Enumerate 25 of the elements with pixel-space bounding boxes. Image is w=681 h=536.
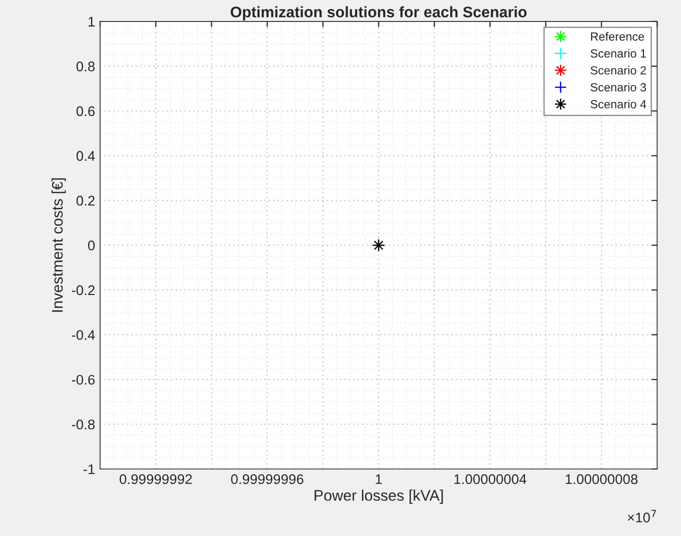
y-axis-title: Investment costs [€]	[52, 178, 66, 312]
y-tick-label: -0.6	[72, 374, 95, 385]
chart-title: Optimization solutions for each Scenario	[230, 6, 527, 20]
legend-label: Scenario 1	[590, 48, 646, 58]
y-tick-label: 1	[88, 16, 95, 26]
legend-label: Scenario 2	[590, 66, 646, 75]
y-tick-label: 0.8	[76, 62, 95, 72]
y-tick-label: -1	[84, 464, 95, 474]
legend-label: Reference	[591, 32, 644, 41]
y-tick-label: -0.8	[72, 420, 95, 430]
x-tick-label: 0.99999996	[231, 474, 304, 484]
x-axis-title: Power losses [kVA]	[314, 490, 443, 504]
y-tick-label: 0.6	[76, 106, 95, 116]
x-tick-label: 1.00000008	[566, 474, 638, 484]
x-tick-label: 0.99999992	[120, 474, 192, 484]
y-tick-label: -0.4	[72, 330, 95, 340]
legend-label: Scenario 3	[590, 82, 646, 92]
x-tick-label: 1	[376, 474, 382, 484]
y-tick-label: -0.2	[72, 285, 95, 296]
x-tick-label: 1.00000004	[454, 474, 526, 484]
legend-label: Scenario 4	[590, 100, 646, 108]
y-tick-label: 0	[88, 240, 95, 250]
y-tick-label: 0.4	[76, 151, 95, 161]
y-tick-label: 0.2	[76, 196, 95, 206]
text: ×10$^{7}$	[628, 510, 656, 522]
